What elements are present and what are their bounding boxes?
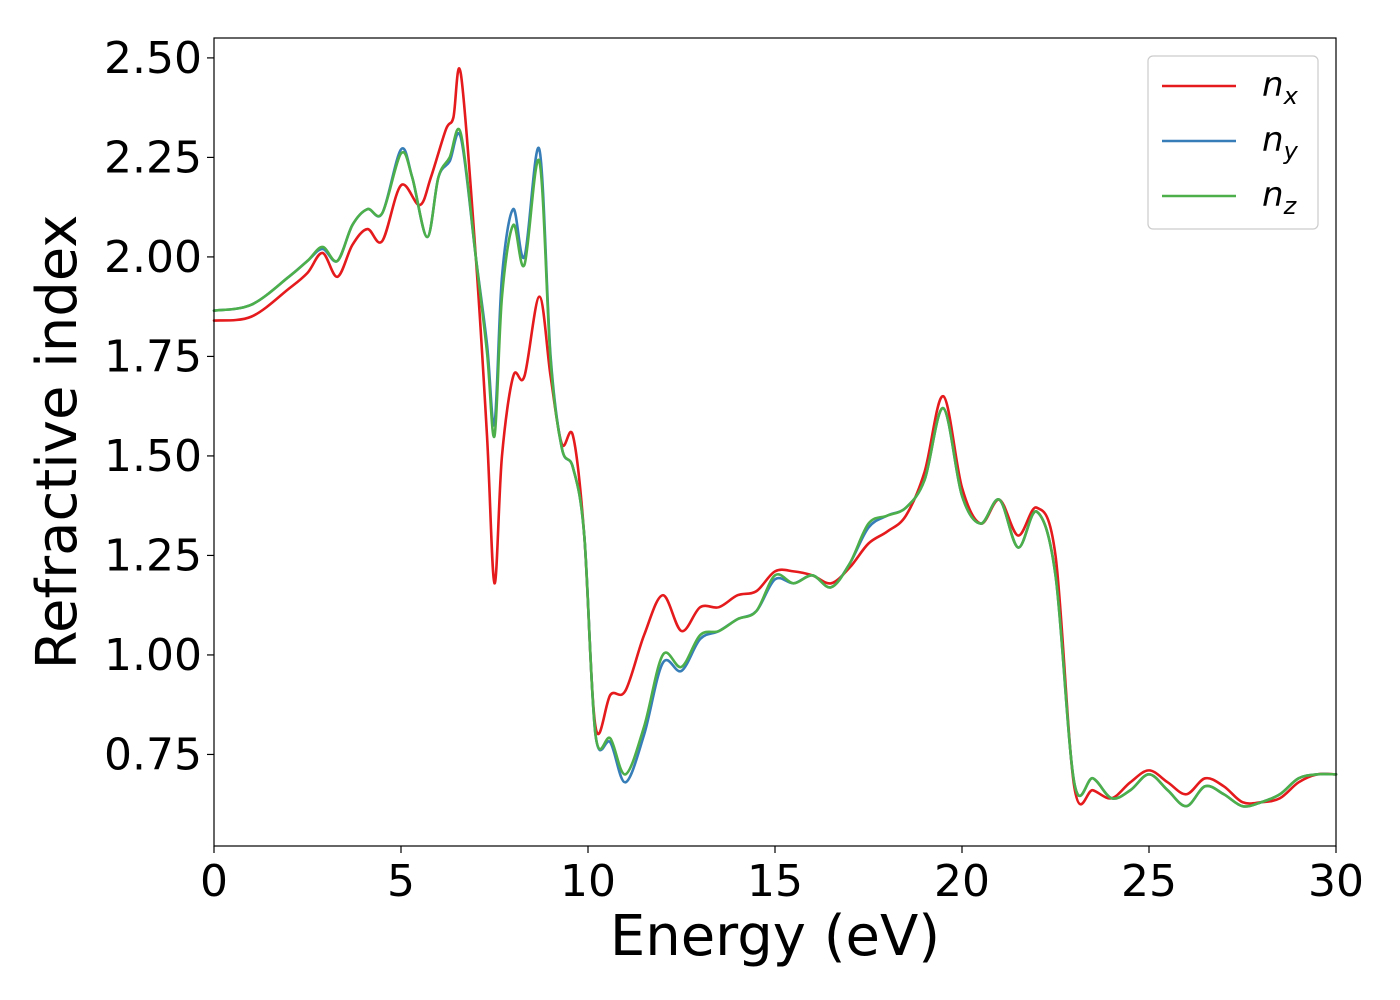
x-tick-label: 0 xyxy=(200,856,228,907)
x-tick-label: 15 xyxy=(747,856,803,907)
y-tick-label: 1.00 xyxy=(104,630,202,681)
legend-label-n-x: nx xyxy=(1262,65,1299,110)
legend-box xyxy=(1147,55,1319,230)
x-tick-label: 10 xyxy=(560,856,616,907)
y-tick-label: 1.75 xyxy=(104,331,202,382)
legend-label-n-z: nz xyxy=(1262,175,1298,220)
y-axis-ticks: 0.75 1.00 1.25 1.50 1.75 2.00 2.25 2.50 xyxy=(104,33,214,780)
x-axis-title: Energy (eV) xyxy=(610,904,940,969)
y-tick-label: 1.25 xyxy=(104,530,202,581)
legend-items: nx ny nz xyxy=(1162,65,1299,220)
y-tick-label: 2.25 xyxy=(104,132,202,183)
legend-label-n-y: ny xyxy=(1262,120,1299,165)
y-axis-title: Refractive index xyxy=(25,215,90,670)
x-tick-label: 30 xyxy=(1308,856,1364,907)
x-tick-label: 20 xyxy=(934,856,990,907)
y-tick-label: 1.50 xyxy=(104,431,202,482)
x-tick-label: 5 xyxy=(387,856,415,907)
series-layer xyxy=(212,67,1338,808)
y-tick-label: 0.75 xyxy=(104,729,202,780)
series-line-n-z xyxy=(212,127,1338,808)
y-tick-label: 2.00 xyxy=(104,232,202,283)
x-tick-label: 25 xyxy=(1121,856,1177,907)
legend: nx ny nz xyxy=(1147,55,1319,230)
y-tick-label: 2.50 xyxy=(104,33,202,84)
x-axis-ticks: 0 5 10 15 20 25 30 xyxy=(200,846,1364,907)
